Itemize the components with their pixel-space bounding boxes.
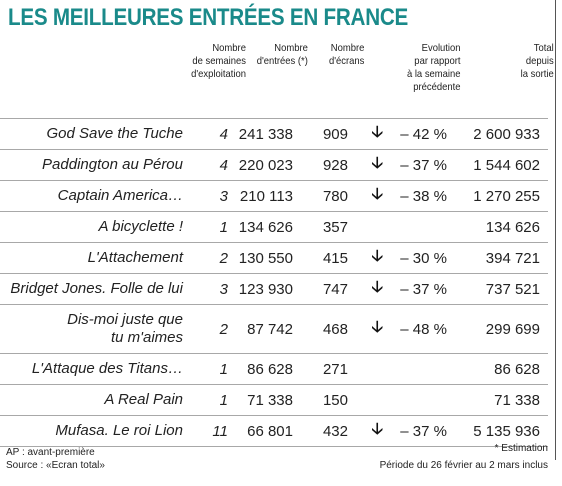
evolution-value: – 37 % [400, 422, 447, 440]
screens-value: 468 [322, 320, 348, 338]
total-value: 5 135 936 [473, 422, 540, 440]
entries-value: 241 338 [238, 125, 293, 143]
table-row: Captain America… 3 210 113 780 🡣 – 38 % … [0, 180, 548, 211]
entries-value: 123 930 [238, 280, 293, 298]
box-office-table: God Save the Tuche 4 241 338 909 🡣 – 42 … [0, 118, 548, 447]
table-row: A bicyclette ! 1 134 626 357 134 626 [0, 211, 548, 242]
film-title-line-2: tu m'aimes [110, 329, 183, 346]
entries-value: 130 550 [238, 249, 293, 267]
entries-value: 220 023 [238, 156, 293, 174]
arrow-down-icon: 🡣 [371, 185, 384, 203]
total-value: 299 699 [485, 320, 540, 338]
header-entries: Nombre d'entrées (*) [256, 42, 308, 67]
entries-value: 66 801 [247, 422, 293, 440]
weeks-value: 3 [219, 187, 228, 205]
film-title: Paddington au Pérou [42, 156, 183, 173]
total-value: 1 544 602 [473, 156, 540, 174]
film-title: God Save the Tuche [46, 125, 183, 142]
evolution-value: – 38 % [400, 187, 447, 205]
screens-value: 747 [322, 280, 348, 298]
footer-estimation: * Estimation [494, 443, 548, 454]
film-title: Bridget Jones. Folle de lui [10, 280, 183, 297]
total-value: 394 721 [485, 249, 540, 267]
entries-value: 86 628 [247, 360, 293, 378]
table-row: Dis-moi juste que tu m'aimes 2 87 742 46… [0, 304, 548, 353]
page-title: LES MEILLEURES ENTRÉES EN FRANCE [8, 4, 409, 31]
screens-value: 271 [322, 360, 348, 378]
film-title-line-1: Dis-moi juste que [67, 311, 183, 328]
total-value: 86 628 [494, 360, 540, 378]
evolution-value: – 42 % [400, 125, 447, 143]
film-title: Dis-moi juste que tu m'aimes [67, 305, 183, 353]
header-screens: Nombre d'écrans [328, 42, 364, 67]
table-row: God Save the Tuche 4 241 338 909 🡣 – 42 … [0, 118, 548, 149]
total-value: 71 338 [494, 391, 540, 409]
screens-value: 150 [322, 391, 348, 409]
entries-value: 210 113 [239, 187, 293, 205]
screens-value: 357 [322, 218, 348, 236]
weeks-value: 3 [219, 280, 228, 298]
header-evolution: Evolution par rapport à la semaine précé… [407, 42, 461, 93]
total-value: 1 270 255 [473, 187, 540, 205]
table-row: A Real Pain 1 71 338 150 71 338 [0, 384, 548, 415]
table-row: Paddington au Pérou 4 220 023 928 🡣 – 37… [0, 149, 548, 180]
table-row: L'Attachement 2 130 550 415 🡣 – 30 % 394… [0, 242, 548, 273]
screens-value: 780 [322, 187, 348, 205]
film-title: A Real Pain [104, 391, 183, 408]
total-value: 737 521 [485, 280, 540, 298]
evolution-value: – 37 % [400, 280, 447, 298]
footer-period: Période du 26 février au 2 mars inclus [379, 460, 548, 471]
screens-value: 432 [322, 422, 348, 440]
weeks-value: 1 [219, 218, 228, 236]
footer-ap-note: AP : avant-première [6, 447, 95, 458]
header-total: Total depuis la sortie [520, 42, 554, 80]
footer-source: Source : «Ecran total» [6, 460, 105, 471]
evolution-value: – 37 % [400, 156, 447, 174]
total-value: 2 600 933 [473, 125, 540, 143]
evolution-value: – 48 % [400, 320, 447, 338]
total-value: 134 626 [485, 218, 540, 236]
film-title: L'Attaque des Titans… [31, 360, 183, 377]
arrow-down-icon: 🡣 [371, 318, 384, 336]
film-title: Mufasa. Le roi Lion [55, 422, 183, 439]
weeks-value: 11 [212, 422, 228, 440]
table-row: L'Attaque des Titans… 1 86 628 271 86 62… [0, 353, 548, 384]
weeks-value: 2 [219, 249, 228, 267]
entries-value: 87 742 [247, 320, 293, 338]
weeks-value: 2 [219, 320, 228, 338]
table-row: Bridget Jones. Folle de lui 3 123 930 74… [0, 273, 548, 304]
arrow-down-icon: 🡣 [371, 154, 384, 172]
entries-value: 71 338 [247, 391, 293, 409]
film-title: Captain America… [57, 187, 183, 204]
header-weeks: Nombre de semaines d'exploitation [191, 42, 246, 80]
evolution-value: – 30 % [400, 249, 447, 267]
screens-value: 909 [322, 125, 348, 143]
arrow-down-icon: 🡣 [371, 123, 384, 141]
arrow-down-icon: 🡣 [371, 247, 384, 265]
weeks-value: 1 [219, 360, 228, 378]
arrow-down-icon: 🡣 [371, 278, 384, 296]
arrow-down-icon: 🡣 [371, 420, 384, 438]
right-border-rule [555, 0, 556, 460]
screens-value: 415 [322, 249, 348, 267]
weeks-value: 1 [219, 391, 228, 409]
weeks-value: 4 [219, 156, 228, 174]
entries-value: 134 626 [238, 218, 293, 236]
screens-value: 928 [322, 156, 348, 174]
weeks-value: 4 [219, 125, 228, 143]
film-title: L'Attachement [87, 249, 183, 266]
table-row: Mufasa. Le roi Lion 11 66 801 432 🡣 – 37… [0, 415, 548, 447]
film-title: A bicyclette ! [98, 218, 183, 235]
